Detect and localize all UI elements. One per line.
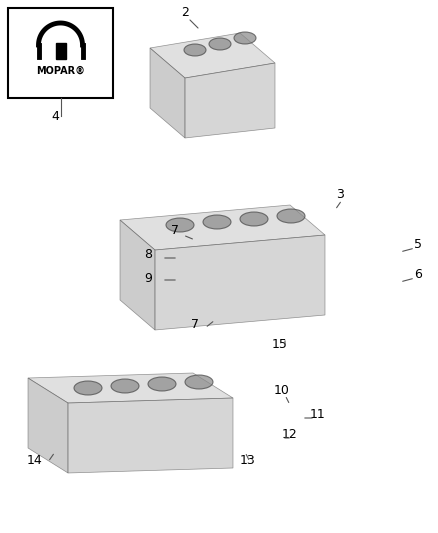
Ellipse shape (240, 212, 268, 226)
Polygon shape (120, 205, 325, 250)
Ellipse shape (184, 44, 206, 56)
Polygon shape (155, 235, 325, 330)
Polygon shape (150, 33, 275, 78)
Text: 3: 3 (336, 189, 344, 201)
Text: 6: 6 (414, 269, 422, 281)
Text: 13: 13 (240, 454, 256, 466)
Polygon shape (120, 220, 155, 330)
Text: 12: 12 (282, 429, 298, 441)
Ellipse shape (111, 379, 139, 393)
Polygon shape (68, 398, 233, 473)
Text: 14: 14 (27, 454, 43, 466)
Ellipse shape (277, 209, 305, 223)
Polygon shape (56, 43, 66, 59)
Text: 9: 9 (144, 271, 152, 285)
Text: MOPAR®: MOPAR® (36, 66, 85, 76)
Polygon shape (50, 35, 71, 45)
Text: 7: 7 (191, 319, 199, 332)
Text: 4: 4 (51, 110, 59, 123)
Polygon shape (28, 373, 233, 403)
Polygon shape (150, 48, 185, 138)
Text: 15: 15 (272, 338, 288, 351)
Polygon shape (28, 378, 68, 473)
Ellipse shape (148, 377, 176, 391)
Text: 8: 8 (144, 248, 152, 262)
Ellipse shape (185, 375, 213, 389)
Polygon shape (185, 63, 275, 138)
Ellipse shape (166, 218, 194, 232)
Text: 11: 11 (310, 408, 326, 422)
Text: 7: 7 (171, 223, 179, 237)
Ellipse shape (74, 381, 102, 395)
Ellipse shape (209, 38, 231, 50)
Ellipse shape (234, 32, 256, 44)
Text: 10: 10 (274, 384, 290, 397)
Text: 2: 2 (181, 5, 189, 19)
Bar (8, 8, 113, 98)
Text: 5: 5 (414, 238, 422, 252)
Ellipse shape (203, 215, 231, 229)
